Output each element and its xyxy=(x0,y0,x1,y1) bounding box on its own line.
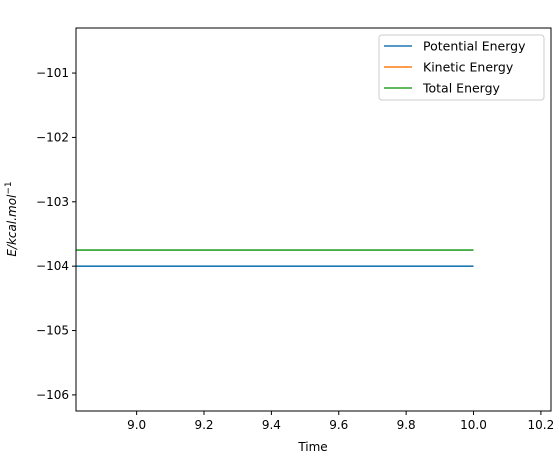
x-tick-label: 9.4 xyxy=(262,418,281,432)
legend-label-1: Kinetic Energy xyxy=(423,60,514,75)
plot-lines xyxy=(76,249,474,267)
x-axis-label: Time xyxy=(297,440,327,454)
x-tick-label: 10.2 xyxy=(528,418,555,432)
legend: Potential Energy Kinetic Energy Total Ener… xyxy=(378,34,545,101)
y-axis-label-superscript: −1 xyxy=(4,181,14,194)
axes-frame xyxy=(75,27,552,412)
y-tick-label: −106 xyxy=(36,388,69,402)
y-axis-ticks: −106 −105 −104 −103 −102 −101 xyxy=(36,66,76,402)
y-tick-label: −101 xyxy=(36,66,69,80)
legend-box xyxy=(378,34,545,101)
x-tick-label: 9.6 xyxy=(329,418,348,432)
x-tick-label: 10.0 xyxy=(460,418,487,432)
x-tick-label: 9.0 xyxy=(127,418,146,432)
y-axis-label: E/kcal.mol−1 xyxy=(4,181,19,256)
x-tick-label: 9.2 xyxy=(194,418,213,432)
y-axis-label-main: E/kcal.mol xyxy=(5,194,19,257)
y-tick-label: −103 xyxy=(36,195,69,209)
x-tick-label: 9.8 xyxy=(397,418,416,432)
x-axis-ticks: 9.0 9.2 9.4 9.6 9.8 10.0 10.2 xyxy=(127,411,554,432)
y-tick-label: −102 xyxy=(36,130,69,144)
plot-frame xyxy=(75,27,552,412)
legend-label-2: Total Energy xyxy=(422,81,501,96)
legend-label-0: Potential Energy xyxy=(423,39,526,54)
y-tick-label: −104 xyxy=(36,259,69,273)
y-tick-label: −105 xyxy=(36,324,69,338)
